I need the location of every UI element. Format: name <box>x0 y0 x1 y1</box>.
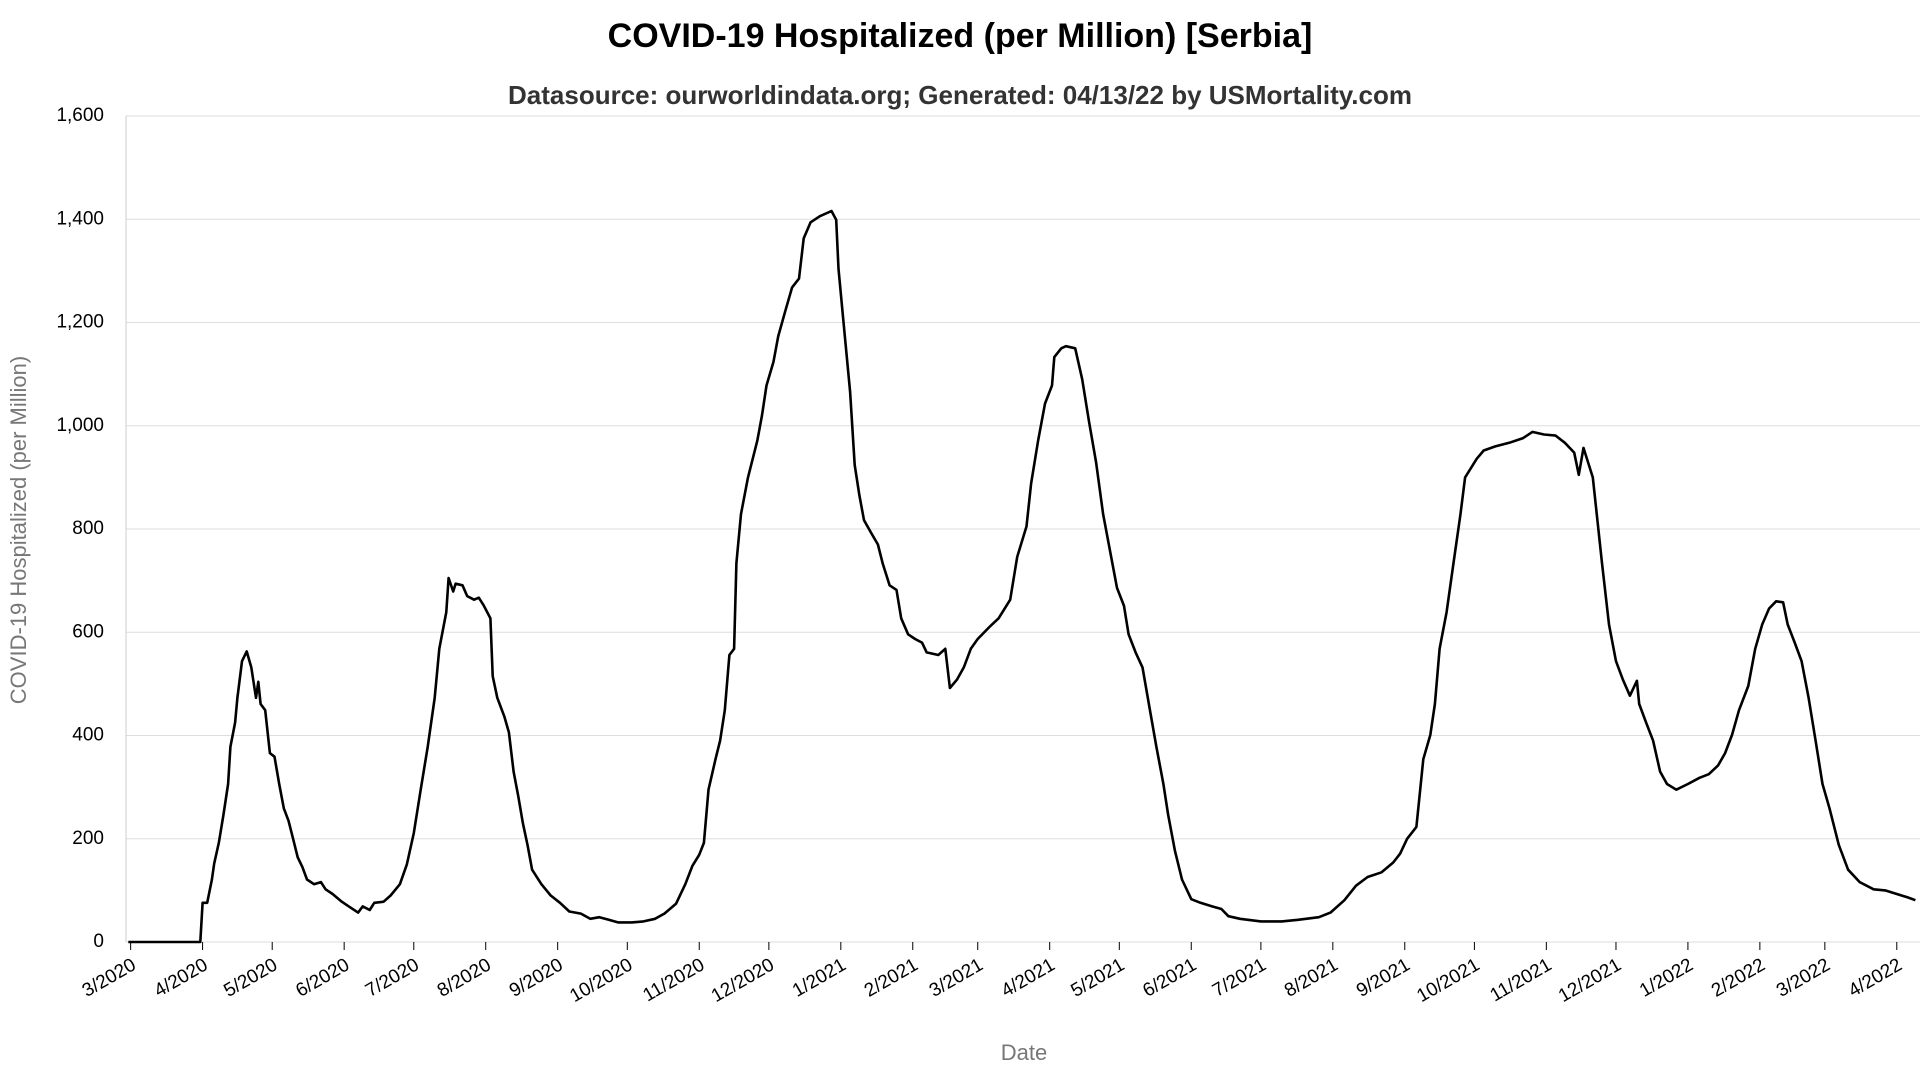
x-tick-label: 10/2021 <box>1413 954 1483 1007</box>
x-tick-label: 11/2020 <box>639 954 708 1006</box>
line-series <box>128 209 1916 944</box>
y-tick-label: 1,000 <box>56 415 104 436</box>
x-tick-label: 9/2020 <box>506 954 567 1001</box>
y-tick-label: 0 <box>93 931 104 952</box>
x-tick-label: 1/2021 <box>789 954 850 1001</box>
x-tick-label: 7/2020 <box>362 954 423 1001</box>
x-tick-label: 10/2020 <box>566 954 636 1007</box>
x-tick-label: 4/2020 <box>151 954 212 1001</box>
x-tick-label: 5/2021 <box>1067 954 1128 1001</box>
x-tick-label: 8/2021 <box>1281 954 1342 1001</box>
x-tick-label: 1/2022 <box>1636 954 1697 1001</box>
y-tick-label: 200 <box>72 828 104 849</box>
x-axis-label: Date <box>1001 1040 1047 1065</box>
y-tick-label: 1,400 <box>56 208 104 229</box>
x-tick-label: 3/2020 <box>79 954 140 1001</box>
x-tick-label: 6/2020 <box>292 954 353 1001</box>
y-axis-label: COVID-19 Hospitalized (per Million) <box>6 356 31 704</box>
x-tick-label: 2/2022 <box>1708 954 1769 1001</box>
x-tick-label: 9/2021 <box>1353 954 1414 1001</box>
x-tick-label: 7/2021 <box>1209 954 1270 1001</box>
y-tick-label: 400 <box>72 725 104 746</box>
y-tick-label: 600 <box>72 621 104 642</box>
x-tick-label: 4/2021 <box>998 954 1059 1001</box>
chart-subtitle: Datasource: ourworldindata.org; Generate… <box>508 80 1412 110</box>
x-tick-label: 2/2021 <box>861 954 922 1001</box>
y-tick-label: 1,200 <box>56 312 104 333</box>
x-tick-label: 5/2020 <box>220 954 281 1001</box>
x-tick-label: 11/2021 <box>1487 954 1556 1006</box>
x-tick-label: 8/2020 <box>434 954 495 1001</box>
y-tick-label: 1,600 <box>56 105 104 126</box>
chart-title: COVID-19 Hospitalized (per Million) [Ser… <box>608 17 1313 55</box>
x-tick-label: 3/2021 <box>926 954 987 1001</box>
y-tick-label: 800 <box>72 518 104 539</box>
x-tick-label: 4/2022 <box>1845 954 1906 1001</box>
x-tick-label: 3/2022 <box>1773 954 1834 1001</box>
x-tick-label: 12/2021 <box>1555 954 1625 1007</box>
x-tick-label: 12/2020 <box>708 954 778 1007</box>
x-tick-label: 6/2021 <box>1139 954 1200 1001</box>
